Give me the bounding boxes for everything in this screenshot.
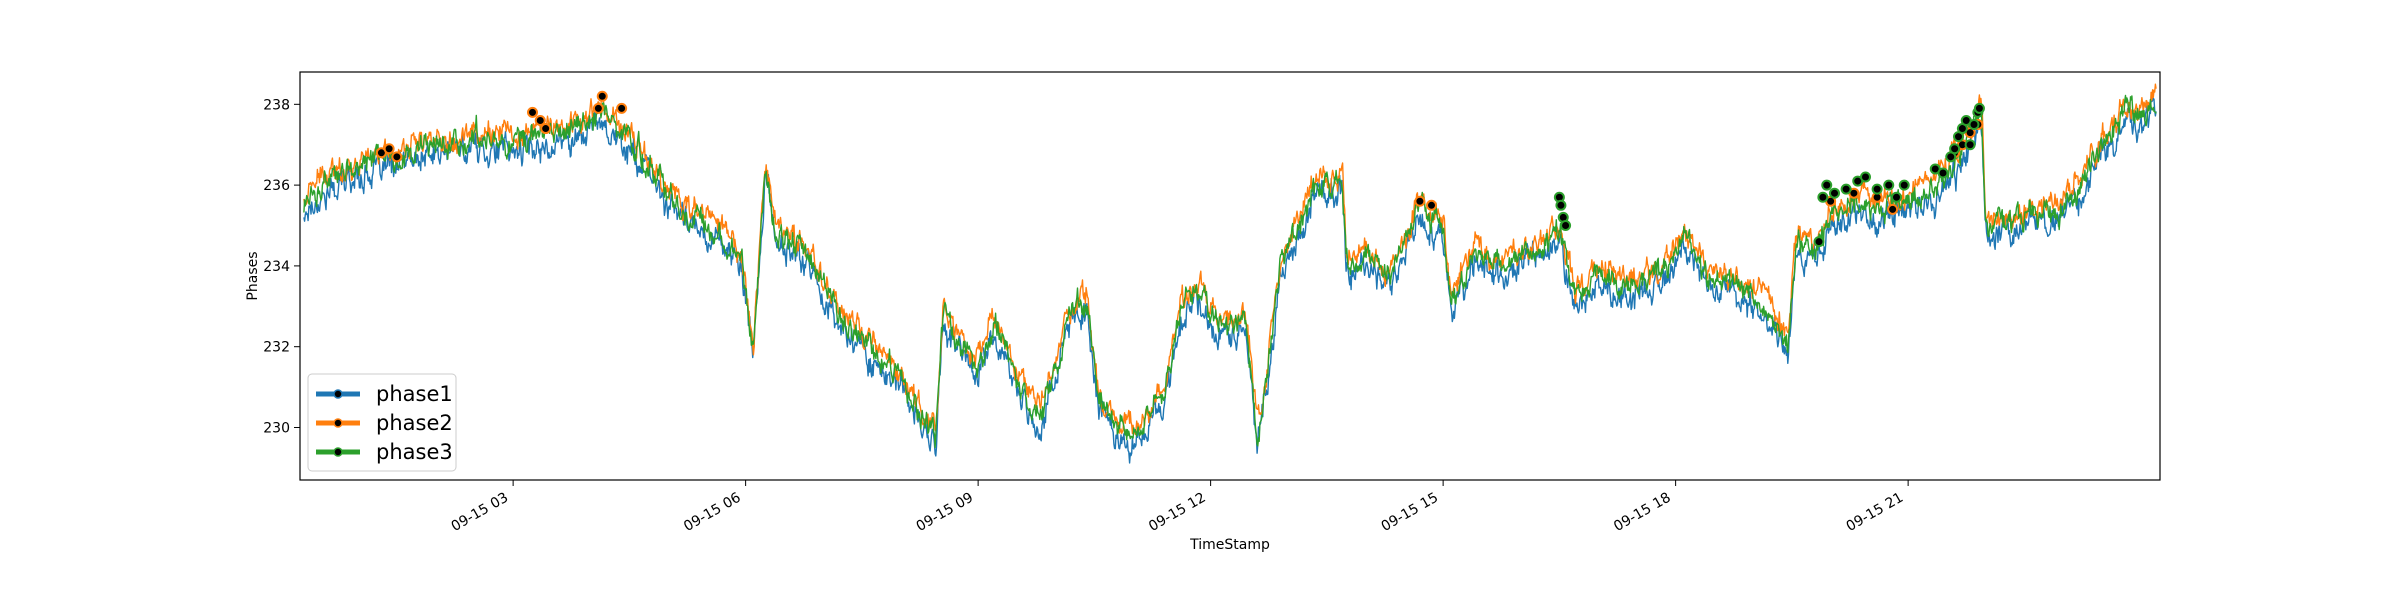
anomaly-marker-phase3 [1898,179,1910,191]
anomaly-marker-phase2 [534,114,546,126]
anomaly-marker-phase3 [1829,187,1840,199]
anomaly-marker-phase3 [1949,143,1961,155]
anomaly-marker-phase2 [1426,199,1437,211]
legend: phase1 phase2 phase3 [307,373,457,472]
y-tick-label: 232 [263,340,290,356]
anomaly-marker-phase2 [1414,195,1426,207]
series-line-phase1 [303,97,2157,464]
anomaly-marker-phase3 [1821,179,1833,191]
anomaly-marker-phase3 [1883,179,1895,191]
plot-frame [299,71,2161,481]
y-tick-label: 238 [263,97,290,113]
series-line-phase3 [303,94,2157,449]
anomaly-marker-phase3 [1973,102,1985,114]
anomaly-marker-phase3 [1871,183,1883,195]
x-axis-title: TimeStamp [1189,537,1270,553]
y-tick-label: 230 [263,420,290,436]
anomaly-marker-phase3 [1813,236,1825,248]
anomaly-marker-phase3 [1937,167,1949,179]
legend-box [307,373,457,472]
legend-label-phase1: phase1 [376,382,453,406]
anomaly-marker-phase2 [1887,203,1899,215]
series-layer [303,83,2157,464]
y-tick-label: 234 [263,259,290,275]
anomaly-marker-phase3 [1891,191,1902,203]
anomaly-marker-phase2 [616,102,628,114]
anomaly-marker-phase2 [527,106,538,118]
legend-label-phase2: phase2 [376,411,453,435]
y-axis-title: Phases [245,251,261,300]
legend-marker-phase2 [333,418,343,428]
anomaly-marker-phase2 [592,102,604,114]
legend-label-phase3: phase3 [376,440,453,464]
anomaly-marker-phase3 [1555,199,1567,211]
anomaly-marker-phase2 [391,151,403,163]
y-axis: 230 232 234 236 238 [263,97,300,436]
anomaly-marker-phase3 [1964,139,1976,151]
anomaly-marker-layer [375,90,1985,248]
anomaly-marker-phase3 [1968,119,1980,131]
anomaly-marker-phase3 [1560,220,1572,232]
legend-marker-phase1 [333,389,343,399]
anomaly-marker-phase2 [540,123,552,135]
anomaly-marker-phase2 [596,90,608,102]
legend-marker-phase3 [333,447,343,457]
anomaly-marker-phase2 [383,143,395,155]
anomaly-marker-phase3 [1817,191,1829,203]
anomaly-marker-phase3 [1840,183,1852,195]
anomaly-marker-phase3 [1860,171,1871,183]
y-tick-label: 236 [263,178,290,194]
